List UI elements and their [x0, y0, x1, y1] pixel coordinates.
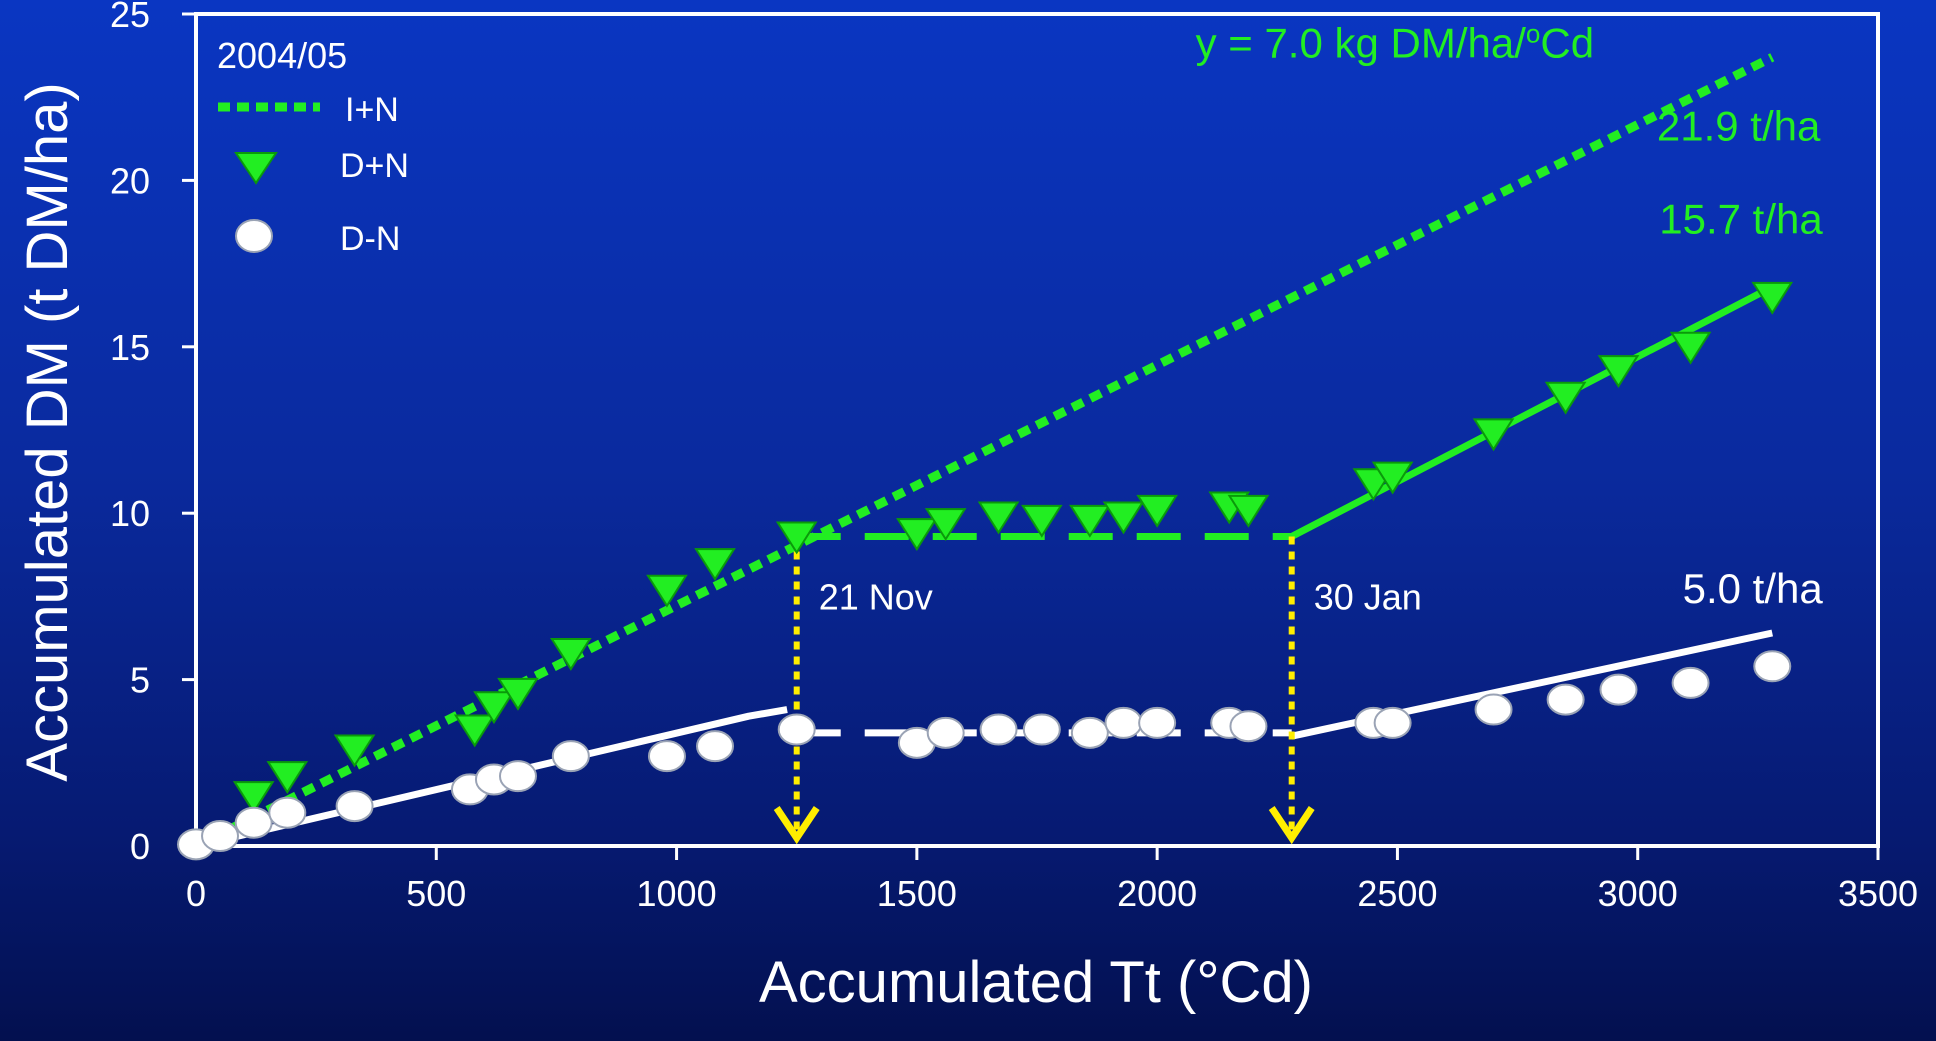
- axes: 0 5 10 15 20 25 0 500 1000 1500 2000 2500 3000 3500: [110, 0, 1918, 914]
- annotation-label: 15.7 t/ha: [1659, 196, 1823, 243]
- annotation-label: 21.9 t/ha: [1657, 102, 1821, 149]
- d-plus-n-point: [1102, 501, 1145, 535]
- annotation-label: y = 7.0 kg DM/ha/oCd: [1196, 18, 1595, 66]
- d-minus-n-point: [1022, 713, 1061, 746]
- d-plus-n-point: [1371, 461, 1414, 495]
- legend: 2004/05 I+N D+N D-N: [217, 35, 409, 258]
- d-minus-n-point: [551, 740, 590, 773]
- x-tick-label: 1000: [637, 873, 717, 914]
- d-minus-n-point: [234, 806, 273, 839]
- date-arrows: 21 Nov 30 Jan: [773, 536, 1422, 845]
- d-plus-n-point: [1020, 504, 1063, 538]
- date-arrow-head: [1268, 806, 1315, 845]
- x-tick-label: 1500: [877, 873, 957, 914]
- d-plus-n-point: [333, 734, 376, 768]
- x-tick-label: 3000: [1598, 873, 1678, 914]
- d-plus-n-point: [1069, 504, 1111, 538]
- x-tick-label: 3500: [1838, 873, 1918, 914]
- x-tick-label: 2000: [1117, 873, 1197, 914]
- d-minus-n-point: [696, 730, 735, 763]
- d-plus-n-point: [646, 574, 688, 608]
- date-arrow-head: [773, 806, 820, 845]
- d-minus-n-point: [1753, 650, 1792, 683]
- y-tick-label: 5: [130, 660, 150, 701]
- d-plus-n-point: [453, 714, 496, 748]
- legend-label-d-minus-n: D-N: [340, 220, 400, 258]
- d-plus-n-point: [694, 548, 736, 581]
- y-tick-label: 20: [110, 160, 150, 201]
- legend-title: 2004/05: [217, 35, 347, 76]
- d-plus-n-point: [1597, 355, 1640, 388]
- y-axis-title: Accumulated DM (t DM/ha): [15, 82, 80, 781]
- d-plus-n-point: [1669, 331, 1712, 365]
- x-tick-label: 500: [406, 873, 466, 914]
- legend-label-d-plus-n: D+N: [340, 147, 409, 185]
- d-plus-n-point: [1544, 381, 1587, 415]
- fit-line: [1290, 283, 1774, 540]
- plot-frame: [194, 12, 1880, 848]
- d-minus-n-point: [1671, 666, 1710, 699]
- d-minus-n-point: [979, 713, 1018, 746]
- d-plus-n-point: [266, 761, 309, 794]
- y-tick-label: 15: [110, 327, 150, 368]
- d-minus-n-point: [335, 790, 374, 823]
- x-tick-label: 0: [186, 873, 206, 914]
- series-line-i-n: [193, 53, 1775, 851]
- d-minus-n-point: [1070, 716, 1109, 749]
- d-plus-n-point: [232, 781, 275, 814]
- y-tick-label: 0: [130, 826, 150, 867]
- d-plus-n-point: [1136, 494, 1178, 528]
- x-axis-title: Accumulated Tt (°Cd): [759, 950, 1313, 1015]
- annotation-label: 5.0 t/ha: [1683, 565, 1824, 612]
- fit-line: [195, 706, 788, 850]
- d-minus-n-point: [268, 796, 307, 829]
- annotations: y = 7.0 kg DM/ha/oCd 21.9 t/ha 15.7 t/ha 5.…: [1196, 18, 1824, 612]
- d-minus-n-point: [1104, 706, 1143, 739]
- legend-swatch-circle: [235, 219, 273, 253]
- y-tick-label: 10: [110, 493, 150, 534]
- d-plus-n-point: [550, 637, 592, 671]
- d-plus-n-point: [977, 501, 1020, 535]
- x-tick-label: 2500: [1357, 873, 1437, 914]
- legend-swatch-triangle: [234, 152, 278, 185]
- d-minus-n-point: [498, 760, 537, 793]
- date-arrow-label: 21 Nov: [819, 577, 933, 618]
- d-plus-n-point: [1472, 418, 1515, 452]
- d-plus-n-point: [775, 521, 818, 555]
- d-plus-n-point: [896, 518, 938, 552]
- d-minus-n-point: [1229, 710, 1268, 743]
- data-markers: [177, 281, 1794, 861]
- d-minus-n-point: [647, 740, 686, 773]
- d-minus-n-point: [1138, 706, 1177, 739]
- d-plus-n-point: [1227, 494, 1270, 528]
- d-minus-n-point: [201, 820, 240, 853]
- d-minus-n-point: [777, 713, 816, 746]
- d-minus-n-point: [1546, 683, 1585, 716]
- d-plus-n-point: [473, 691, 515, 725]
- d-plus-n-point: [497, 677, 539, 711]
- y-tick-label: 25: [110, 0, 150, 35]
- d-minus-n-point: [1373, 706, 1412, 739]
- d-plus-n-point: [924, 508, 967, 542]
- legend-label-i-n: I+N: [345, 91, 399, 129]
- d-minus-n-point: [1599, 673, 1638, 706]
- d-minus-n-point: [926, 716, 965, 749]
- d-plus-n-point: [1751, 281, 1794, 315]
- plot-area: [194, 12, 1880, 848]
- date-arrow-label: 30 Jan: [1314, 577, 1422, 618]
- d-minus-n-point: [1474, 693, 1513, 726]
